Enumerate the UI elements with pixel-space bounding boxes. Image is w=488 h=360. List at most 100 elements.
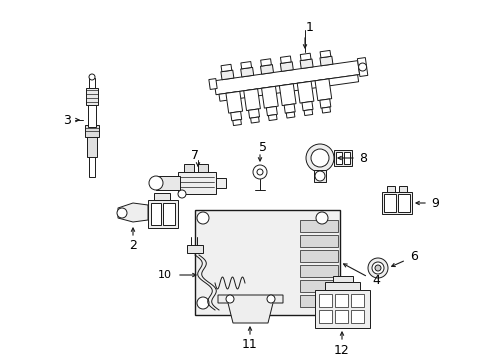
Circle shape [225, 295, 234, 303]
Bar [313, 170, 325, 182]
Bar [154, 193, 170, 200]
Polygon shape [300, 59, 312, 69]
Polygon shape [260, 59, 271, 66]
Polygon shape [319, 99, 330, 108]
Polygon shape [266, 107, 277, 116]
Polygon shape [221, 64, 231, 72]
Circle shape [89, 74, 95, 80]
Circle shape [315, 297, 327, 309]
Polygon shape [284, 104, 295, 113]
Bar [386, 186, 394, 192]
Bar [332, 276, 352, 282]
Bar [333, 150, 351, 166]
Polygon shape [279, 84, 295, 105]
Circle shape [197, 297, 208, 309]
Polygon shape [248, 109, 259, 118]
Polygon shape [285, 112, 294, 118]
Bar [195, 210, 339, 315]
Bar [151, 203, 161, 225]
Polygon shape [243, 89, 260, 111]
Bar [88, 105, 96, 127]
Bar [325, 282, 359, 290]
Bar [299, 235, 337, 247]
Polygon shape [260, 64, 273, 74]
Bar [335, 152, 341, 164]
Bar [299, 295, 337, 307]
Circle shape [241, 304, 252, 316]
Circle shape [305, 144, 333, 172]
Bar [148, 200, 178, 228]
Text: 6: 6 [409, 249, 417, 262]
Polygon shape [208, 78, 217, 89]
Bar [299, 220, 337, 232]
Bar [343, 152, 349, 164]
Text: 8: 8 [358, 152, 366, 165]
Bar [85, 125, 99, 137]
Circle shape [367, 258, 387, 278]
Polygon shape [230, 112, 241, 121]
Text: 12: 12 [333, 343, 349, 356]
Bar [318, 294, 331, 307]
Polygon shape [218, 295, 283, 323]
Bar [299, 265, 337, 277]
Bar [186, 245, 203, 253]
Polygon shape [232, 120, 241, 126]
Polygon shape [314, 79, 331, 100]
Circle shape [257, 169, 263, 175]
Bar [156, 176, 180, 190]
Text: 10: 10 [158, 270, 172, 280]
Bar [198, 164, 207, 172]
Polygon shape [241, 62, 251, 69]
Circle shape [178, 190, 185, 198]
Polygon shape [219, 75, 358, 101]
Polygon shape [280, 62, 293, 71]
Circle shape [117, 208, 127, 218]
Text: 7: 7 [191, 149, 199, 162]
Circle shape [371, 262, 383, 274]
Bar [397, 194, 409, 212]
Polygon shape [297, 81, 313, 103]
Polygon shape [225, 91, 242, 113]
Bar [334, 310, 347, 323]
Polygon shape [300, 53, 310, 60]
Circle shape [314, 171, 325, 181]
Polygon shape [321, 107, 330, 113]
Bar [89, 78, 95, 88]
Circle shape [358, 63, 366, 71]
Bar [299, 280, 337, 292]
Bar [383, 194, 395, 212]
Polygon shape [268, 114, 277, 121]
Bar [318, 310, 331, 323]
Bar [87, 135, 97, 157]
Polygon shape [261, 86, 278, 108]
Bar [86, 88, 98, 105]
Bar [183, 164, 194, 172]
Polygon shape [214, 60, 359, 95]
Bar [398, 186, 406, 192]
Bar [314, 290, 369, 328]
Text: 2: 2 [129, 239, 137, 252]
Polygon shape [221, 70, 233, 80]
Polygon shape [240, 67, 253, 77]
Polygon shape [304, 109, 312, 116]
Circle shape [252, 165, 266, 179]
Text: 9: 9 [430, 197, 438, 210]
Text: 11: 11 [242, 338, 257, 351]
Polygon shape [319, 56, 332, 66]
Circle shape [374, 265, 380, 271]
Text: 4: 4 [371, 274, 379, 287]
Bar [299, 250, 337, 262]
Polygon shape [118, 203, 148, 222]
Text: 5: 5 [259, 140, 266, 153]
Circle shape [266, 295, 274, 303]
Bar [381, 192, 411, 214]
Circle shape [149, 176, 163, 190]
Circle shape [315, 212, 327, 224]
Bar [350, 294, 363, 307]
Polygon shape [357, 58, 367, 76]
Bar [163, 203, 175, 225]
Text: 1: 1 [305, 21, 313, 33]
Bar [89, 155, 95, 177]
Circle shape [197, 212, 208, 224]
Text: 3: 3 [63, 113, 71, 126]
